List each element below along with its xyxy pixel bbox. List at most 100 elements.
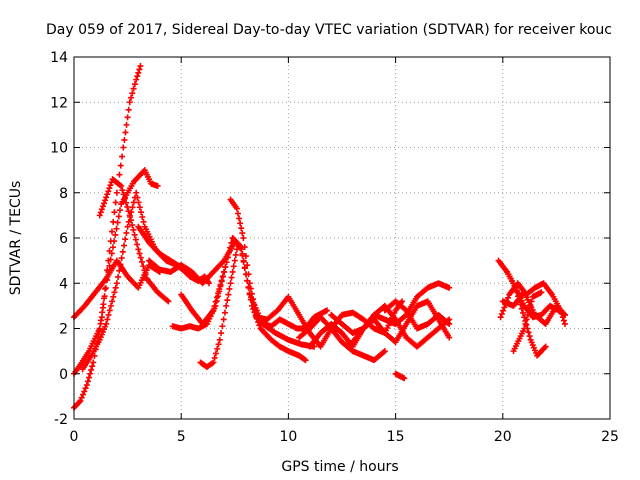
data-point <box>130 226 137 233</box>
data-point <box>113 225 120 232</box>
data-point <box>82 385 89 392</box>
y-tick-label: -2 <box>54 412 68 428</box>
data-point <box>113 189 120 196</box>
data-point <box>140 263 147 270</box>
data-point <box>542 343 549 350</box>
data-point <box>121 136 128 143</box>
data-point <box>118 255 125 262</box>
data-point <box>216 286 223 293</box>
data-point <box>104 191 111 198</box>
data-point <box>500 307 507 314</box>
data-point <box>218 277 225 284</box>
data-point <box>111 238 118 245</box>
data-point <box>97 317 104 324</box>
x-tick-label: 10 <box>279 429 297 445</box>
y-tick-label: 0 <box>59 367 68 383</box>
data-point <box>446 320 453 327</box>
chart-grid <box>74 57 610 419</box>
y-tick-label: 6 <box>59 231 68 247</box>
data-point <box>133 189 140 196</box>
data-point <box>223 302 230 309</box>
data-point <box>528 298 535 305</box>
data-point <box>225 291 232 298</box>
data-point <box>251 301 258 308</box>
data-point <box>103 194 110 201</box>
data-point <box>248 290 255 297</box>
data-point <box>107 256 114 263</box>
data-point <box>106 185 113 192</box>
data-point <box>538 289 545 296</box>
data-point <box>122 129 129 136</box>
data-point <box>120 144 127 151</box>
data-point <box>239 230 246 237</box>
data-point <box>122 236 129 243</box>
x-tick-label: 5 <box>177 429 186 445</box>
data-point <box>84 378 91 385</box>
data-point <box>105 311 112 318</box>
data-point <box>213 294 220 301</box>
series-track-9 <box>178 235 318 350</box>
data-point <box>560 317 567 324</box>
data-point <box>135 199 142 206</box>
data-point <box>215 290 222 297</box>
series-track-4 <box>71 257 163 321</box>
x-tick-label: 25 <box>601 429 619 445</box>
data-point <box>525 329 532 336</box>
data-point <box>505 294 512 301</box>
data-point <box>127 213 134 220</box>
data-point <box>116 207 123 214</box>
data-point <box>521 325 528 332</box>
data-point <box>211 354 218 361</box>
data-point <box>211 303 218 310</box>
data-point <box>120 191 127 198</box>
data-point <box>228 239 235 246</box>
data-point <box>224 254 231 261</box>
series-track-23 <box>510 289 545 355</box>
data-point <box>140 218 147 225</box>
series-track-17 <box>381 298 453 332</box>
data-point <box>119 153 126 160</box>
data-point <box>154 182 161 189</box>
data-point <box>380 349 387 356</box>
data-point <box>215 341 222 348</box>
data-point <box>241 244 248 251</box>
data-point <box>131 81 138 88</box>
data-point <box>123 121 130 128</box>
y-tick-label: 10 <box>50 141 68 157</box>
data-point <box>104 316 111 323</box>
data-point <box>102 197 109 204</box>
data-point <box>119 248 126 255</box>
data-point <box>111 289 118 296</box>
data-point <box>221 268 228 275</box>
data-point <box>218 330 225 337</box>
data-point <box>137 63 144 70</box>
data-point <box>224 297 231 304</box>
data-point <box>445 319 452 326</box>
data-point <box>220 316 227 323</box>
data-point <box>123 199 130 206</box>
data-point <box>86 374 93 381</box>
data-point <box>228 274 235 281</box>
data-point <box>527 302 534 309</box>
data-point <box>107 182 114 189</box>
data-point <box>512 284 519 291</box>
y-axis-title: SDTVAR / TECUs <box>8 181 24 296</box>
data-point <box>121 242 128 249</box>
data-point <box>111 209 118 216</box>
data-point <box>136 250 143 257</box>
data-point <box>124 203 131 210</box>
x-tick-label: 20 <box>494 429 512 445</box>
x-axis-title: GPS time / hours <box>281 459 398 475</box>
data-point <box>126 99 133 106</box>
data-point <box>242 253 249 260</box>
data-point <box>446 334 453 341</box>
data-point <box>129 222 136 229</box>
data-point <box>323 307 330 314</box>
data-point <box>129 90 136 97</box>
y-tick-label: 12 <box>50 95 68 111</box>
data-point <box>522 320 529 327</box>
data-point <box>229 268 236 275</box>
data-point <box>225 249 232 256</box>
